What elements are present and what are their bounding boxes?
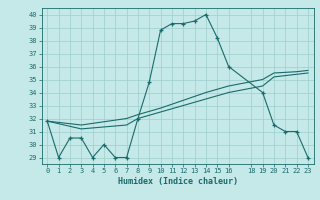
X-axis label: Humidex (Indice chaleur): Humidex (Indice chaleur): [118, 177, 237, 186]
